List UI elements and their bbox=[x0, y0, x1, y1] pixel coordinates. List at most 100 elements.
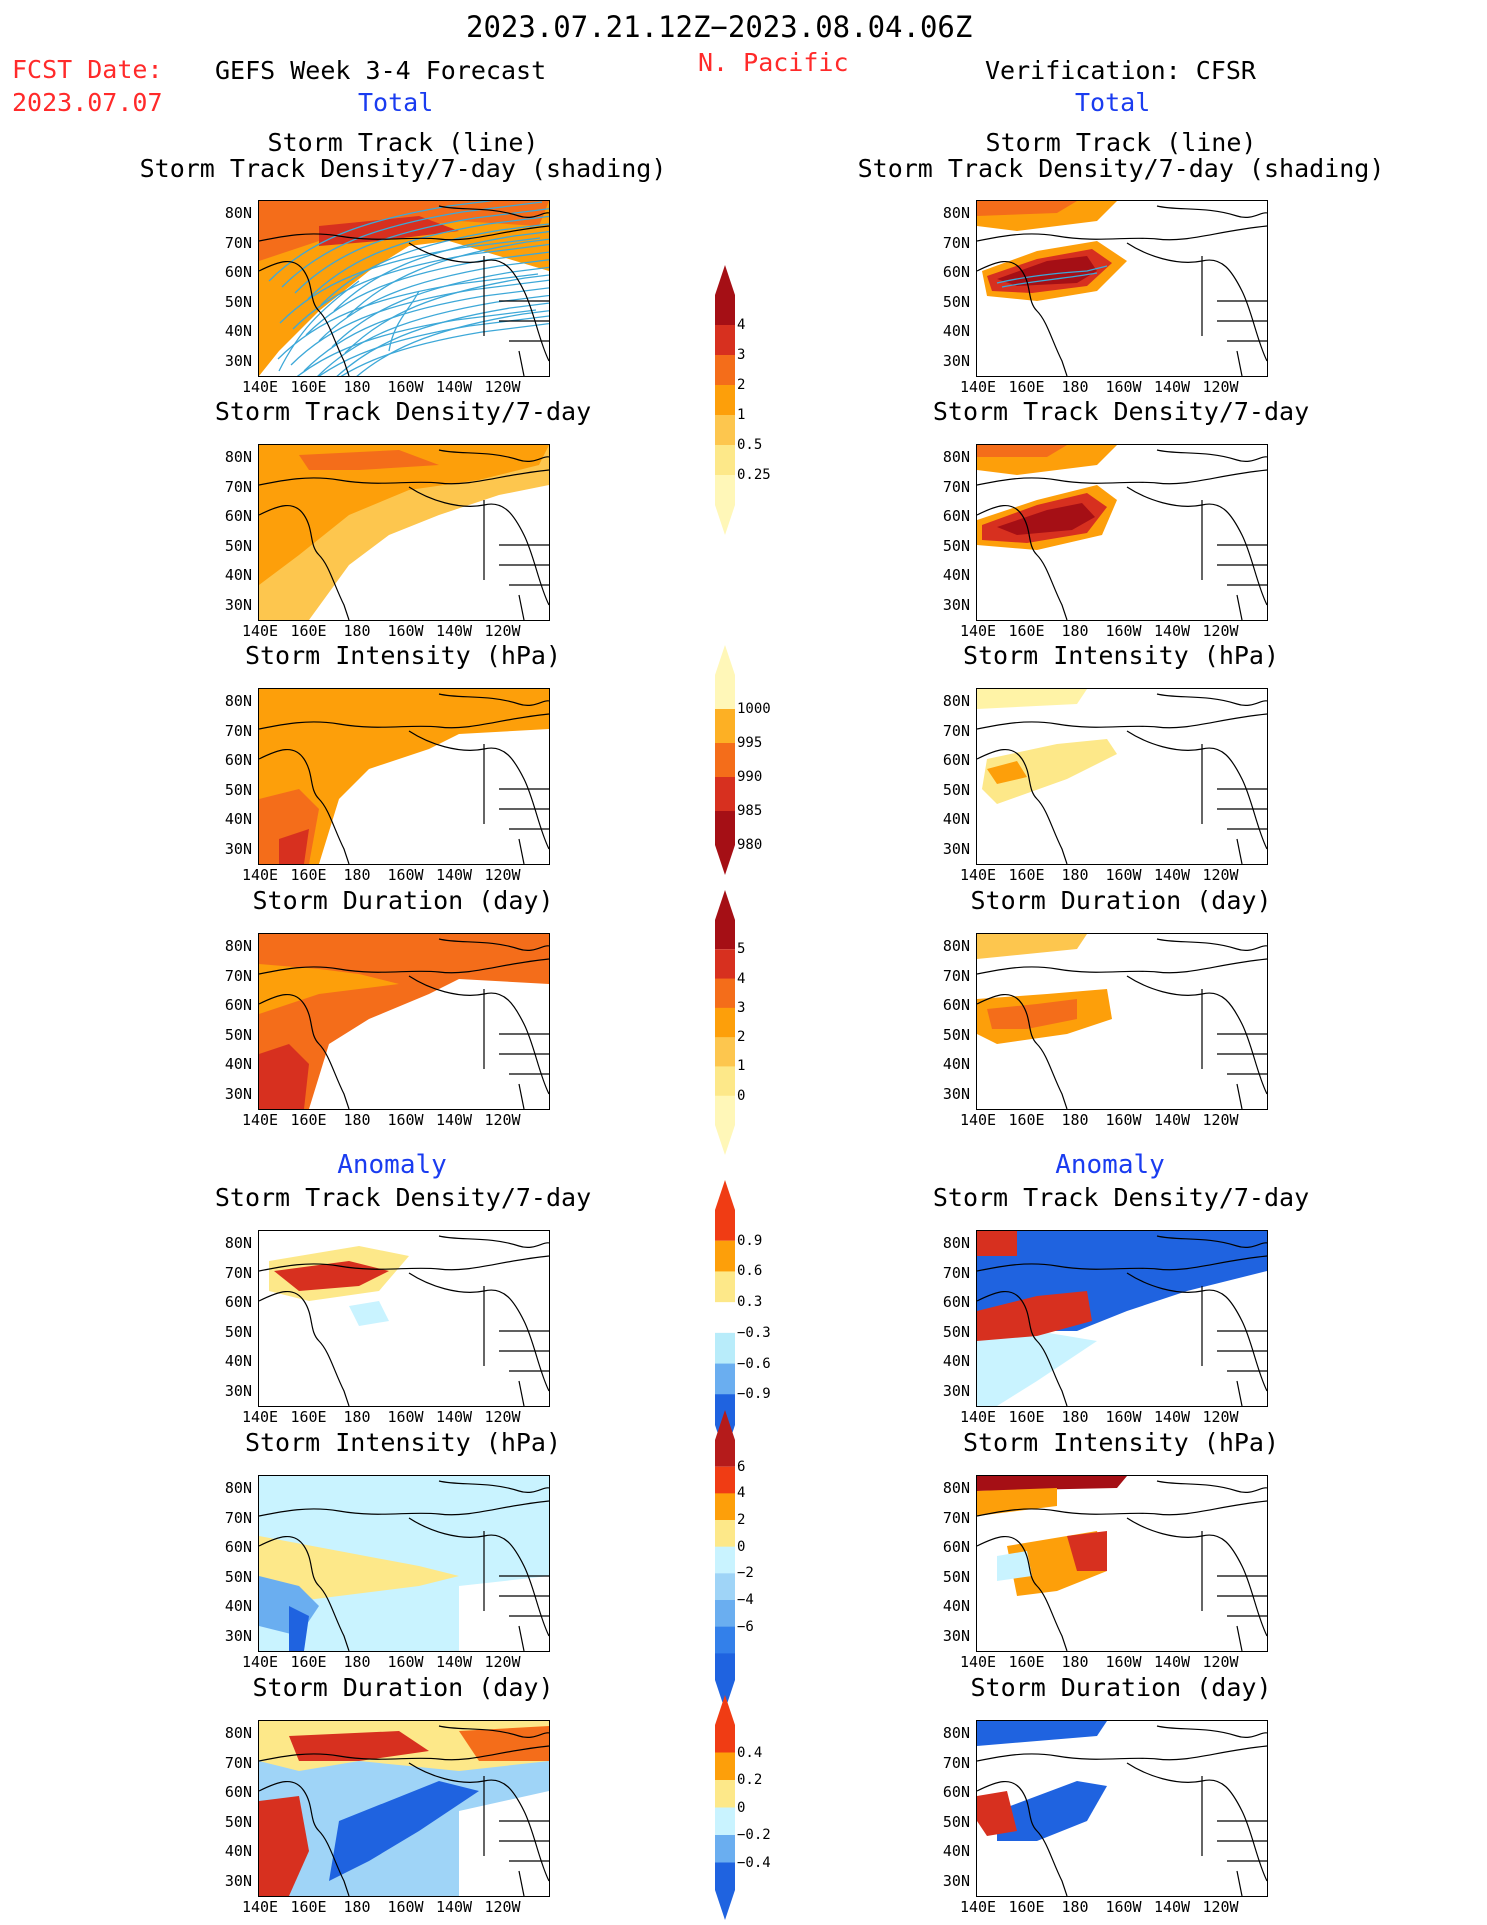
shading-region bbox=[459, 1576, 549, 1651]
y-tick-label: 50N bbox=[224, 1322, 252, 1341]
colorbar-swatch bbox=[715, 1271, 735, 1303]
map-panel-track-forecast: Storm Track (line) Storm Track Density/7-… bbox=[118, 130, 688, 405]
x-tick-label: 160W bbox=[1105, 622, 1142, 640]
y-tick-label: 60N bbox=[942, 507, 970, 525]
x-tick-label: 160E bbox=[290, 622, 327, 640]
x-tick-label: 160E bbox=[290, 1408, 327, 1426]
anomaly-right-label: Anomaly bbox=[1055, 1150, 1165, 1180]
shading-region bbox=[977, 934, 1087, 959]
date-range-title: 2023.07.21.12Z−2023.08.04.06Z bbox=[466, 10, 973, 44]
y-tick-label: 40N bbox=[942, 1597, 970, 1615]
colorbar-swatch bbox=[715, 811, 735, 875]
x-tick-label: 180 bbox=[343, 866, 371, 884]
colorbar-label: 6 bbox=[737, 1458, 746, 1475]
x-tick-label: 180 bbox=[1061, 1898, 1089, 1916]
y-tick-label: 40N bbox=[224, 1055, 252, 1073]
colorbar-swatch bbox=[715, 475, 735, 535]
coastline bbox=[977, 1500, 1267, 1517]
coastline bbox=[1156, 1480, 1267, 1493]
coastline bbox=[408, 1517, 549, 1637]
colorbar-label: 4 bbox=[737, 1485, 746, 1502]
panel-title: Storm Intensity (hPa) bbox=[962, 641, 1280, 670]
colorbar-swatch bbox=[715, 1180, 735, 1241]
map-plot bbox=[258, 688, 550, 865]
coastline bbox=[1126, 730, 1267, 850]
map-panel-density-forecast: Storm Track Density/7-day 80N 70N 60N 50N 40N… bbox=[118, 399, 688, 649]
panel-title: Storm Track Density/7-day bbox=[932, 397, 1310, 426]
y-tick-label: 60N bbox=[942, 263, 970, 281]
x-tick-label: 160W bbox=[387, 1408, 424, 1426]
y-tick-label: 60N bbox=[942, 1293, 970, 1311]
coastline bbox=[259, 1255, 549, 1272]
panel-title: Storm Duration (day) bbox=[970, 886, 1272, 915]
coastline bbox=[408, 730, 549, 850]
colorbar-swatch bbox=[715, 1520, 735, 1548]
x-tick-label: 140E bbox=[959, 1653, 997, 1671]
colorbar-swatch bbox=[715, 1410, 735, 1467]
y-tick-label: 80N bbox=[224, 692, 252, 710]
coastline bbox=[259, 713, 549, 730]
coastline bbox=[499, 1033, 549, 1109]
x-tick-label: 160W bbox=[1105, 1653, 1142, 1671]
coastline bbox=[977, 225, 1267, 242]
colorbar-label: −6 bbox=[737, 1618, 754, 1635]
colorbar-swatch bbox=[715, 1573, 735, 1601]
y-tick-label: 30N bbox=[942, 839, 970, 858]
storm-track-line bbox=[356, 310, 549, 376]
y-tick-label: 80N bbox=[942, 448, 970, 466]
y-tick-label: 80N bbox=[942, 937, 970, 955]
map-plot bbox=[258, 444, 550, 621]
coastline bbox=[408, 242, 549, 362]
coastline bbox=[259, 749, 350, 864]
x-tick-label: 140E bbox=[959, 1898, 997, 1916]
x-tick-label: 180 bbox=[343, 1408, 371, 1426]
panel-subtitle: Storm Track Density/7-day (shading) bbox=[139, 154, 667, 183]
colorbar-label: 3 bbox=[737, 999, 746, 1016]
shading-region bbox=[289, 1731, 429, 1761]
x-tick-label: 160E bbox=[290, 1898, 327, 1916]
coastline bbox=[1217, 1575, 1267, 1651]
y-tick-label: 30N bbox=[224, 1381, 252, 1400]
storm-track-line bbox=[388, 290, 420, 352]
coastline bbox=[499, 300, 549, 376]
map-panel-anom-density-verif: Storm Track Density/7-day 80N 70N 60N 50N 40N… bbox=[836, 1185, 1406, 1435]
coastline bbox=[438, 693, 549, 706]
colorbar-swatch bbox=[715, 978, 735, 1009]
y-tick-label: 50N bbox=[942, 1812, 970, 1831]
y-tick-label: 60N bbox=[224, 1293, 252, 1311]
y-tick-label: 80N bbox=[224, 204, 252, 222]
y-tick-label: 50N bbox=[942, 292, 970, 311]
y-tick-label: 70N bbox=[224, 721, 252, 740]
y-tick-label: 70N bbox=[942, 721, 970, 740]
y-tick-label: 80N bbox=[224, 1479, 252, 1497]
shading-region bbox=[259, 964, 399, 1014]
colorbar-swatch bbox=[715, 1240, 735, 1272]
colorbar-label: 1 bbox=[737, 407, 746, 423]
x-tick-label: 180 bbox=[343, 622, 371, 640]
map-panel-intensity-forecast: Storm Intensity (hPa) 80N 70N 60N 50N 40N 30N 1… bbox=[118, 643, 688, 893]
x-tick-label: 160E bbox=[1008, 1408, 1045, 1426]
colorbar-swatch bbox=[715, 1600, 735, 1628]
x-tick-label: 180 bbox=[1061, 1408, 1089, 1426]
x-tick-label: 120W bbox=[484, 1408, 521, 1426]
coastline bbox=[259, 1500, 549, 1517]
storm-track-line bbox=[268, 201, 495, 282]
coastline bbox=[259, 225, 549, 242]
coastline bbox=[259, 1536, 350, 1651]
total-right-label: Total bbox=[1075, 88, 1151, 117]
fcst-date-value: 2023.07.07 bbox=[12, 88, 163, 117]
colorbar-duration: 5 4 3 2 1 0 bbox=[715, 890, 805, 1155]
x-tick-label: 160W bbox=[387, 378, 424, 396]
colorbar-swatch bbox=[715, 1332, 735, 1365]
map-panel-duration-forecast: Storm Duration (day) 80N 70N 60N 50N 40N 30N 14… bbox=[118, 888, 688, 1138]
colorbar-swatch bbox=[715, 1007, 735, 1038]
storm-track-line bbox=[346, 238, 549, 318]
x-tick-label: 120W bbox=[484, 622, 521, 640]
x-tick-label: 160E bbox=[290, 866, 327, 884]
colorbar-label: 5 bbox=[737, 941, 746, 958]
y-tick-label: 40N bbox=[224, 1352, 252, 1370]
x-tick-label: 140W bbox=[435, 1653, 473, 1671]
x-tick-label: 180 bbox=[1061, 622, 1089, 640]
y-tick-label: 40N bbox=[224, 1597, 252, 1615]
x-tick-label: 140W bbox=[1153, 622, 1191, 640]
